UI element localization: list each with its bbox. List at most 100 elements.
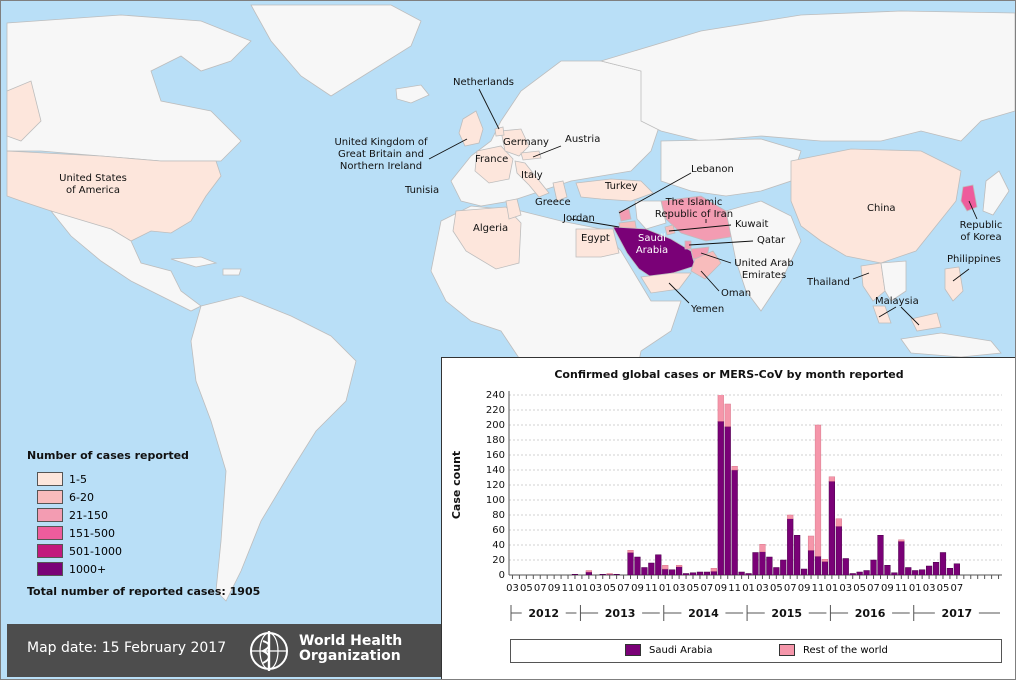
bar-saudi-arabia xyxy=(912,570,919,575)
bar-saudi-arabia xyxy=(717,421,724,575)
label-netherlands: Netherlands xyxy=(453,77,514,88)
bar-saudi-arabia xyxy=(738,571,745,575)
label-korea: Republic of Korea xyxy=(959,220,1003,243)
bar-saudi-arabia xyxy=(585,571,592,575)
bar-rest-of-world xyxy=(807,535,815,551)
bar-saudi-arabia xyxy=(634,556,641,575)
x-tick-label: 05 xyxy=(770,583,783,594)
country-kuwait xyxy=(664,224,676,236)
legend-swatch xyxy=(37,472,63,486)
bar-saudi-arabia xyxy=(724,426,731,575)
x-tick-label: 05 xyxy=(937,583,950,594)
leader-korea xyxy=(968,200,978,220)
region-indonesia xyxy=(900,332,1002,358)
bar-saudi-arabia xyxy=(703,571,710,575)
chart-legend-swatch-saudi xyxy=(625,644,641,656)
legend-item: 21-150 xyxy=(37,506,327,524)
x-tick-label: 07 xyxy=(534,583,547,594)
chart-title: Confirmed global cases or MERS-CoV by mo… xyxy=(554,368,904,381)
x-tick-label: 11 xyxy=(812,583,825,594)
chart-legend-label-rest: Rest of the world xyxy=(803,644,888,656)
leader-uk xyxy=(428,138,468,160)
bar-saudi-arabia xyxy=(842,558,849,575)
country-uk xyxy=(458,110,484,147)
label-italy: Italy xyxy=(521,170,543,181)
label-oman: Oman xyxy=(721,288,752,299)
bar-saudi-arabia xyxy=(745,573,752,575)
who-line-1: World Health xyxy=(299,633,403,649)
country-japan xyxy=(982,170,1010,216)
leader-kuwait xyxy=(668,224,732,232)
bar-saudi-arabia xyxy=(676,566,683,575)
legend-label: 1000+ xyxy=(69,562,107,576)
leader-malaysia-east xyxy=(900,306,920,326)
year-label: 2017 xyxy=(942,607,973,620)
x-tick-label: 05 xyxy=(687,583,700,594)
who-wordmark: World Health Organization xyxy=(299,634,402,664)
label-egypt: Egypt xyxy=(581,233,610,244)
x-tick-label: 03 xyxy=(923,583,936,594)
legend-swatch xyxy=(37,562,63,576)
x-tick-label: 05 xyxy=(520,583,533,594)
region-indochina xyxy=(880,260,907,302)
bar-rest-of-world xyxy=(835,518,842,527)
bar-saudi-arabia xyxy=(884,565,891,575)
label-germany: Germany xyxy=(503,137,549,148)
bar-rest-of-world xyxy=(710,568,717,572)
label-lebanon: Lebanon xyxy=(691,164,734,175)
leader-malaysia-west xyxy=(878,306,897,318)
label-kuwait: Kuwait xyxy=(735,219,769,230)
bar-saudi-arabia xyxy=(905,567,912,575)
bar-saudi-arabia xyxy=(773,567,780,575)
chart-legend: Saudi Arabia Rest of the world xyxy=(510,639,1002,663)
leader-yemen xyxy=(668,282,690,304)
country-turkey xyxy=(575,178,654,202)
y-tick-label: 100 xyxy=(486,495,505,506)
label-austria: Austria xyxy=(565,134,601,145)
caribbean-islands xyxy=(170,256,242,276)
bar-rest-of-world xyxy=(627,550,634,553)
x-tick-label: 09 xyxy=(631,583,644,594)
label-greece: Greece xyxy=(535,197,571,208)
x-tick-label: 01 xyxy=(909,583,922,594)
legend-label: 6-20 xyxy=(69,490,94,504)
label-uk: United Kingdom of Great Britain and Nort… xyxy=(334,137,428,172)
country-iceland xyxy=(395,84,430,104)
leader-lebanon xyxy=(618,172,692,214)
label-algeria: Algeria xyxy=(473,223,509,234)
bar-saudi-arabia xyxy=(870,559,877,575)
leader-oman xyxy=(700,270,720,292)
country-thailand xyxy=(860,262,886,302)
x-tick-label: 05 xyxy=(603,583,616,594)
label-usa: United States of America xyxy=(59,173,127,196)
bar-rest-of-world xyxy=(662,565,669,570)
y-tick-label: 0 xyxy=(499,570,505,581)
country-germany xyxy=(500,128,530,157)
year-label: 2016 xyxy=(855,607,886,620)
bar-rest-of-world xyxy=(606,573,613,575)
x-tick-label: 07 xyxy=(950,583,963,594)
bar-rest-of-world xyxy=(821,559,829,562)
x-tick-label: 01 xyxy=(742,583,755,594)
country-usa xyxy=(6,150,222,242)
bar-saudi-arabia xyxy=(787,518,794,575)
leader-qatar xyxy=(688,240,754,246)
bar-saudi-arabia xyxy=(898,541,905,575)
bar-saudi-arabia xyxy=(856,571,863,575)
legend-swatch xyxy=(37,508,63,522)
legend-label: 151-500 xyxy=(69,526,115,540)
x-tick-label: 03 xyxy=(839,583,852,594)
bar-saudi-arabia xyxy=(835,526,842,575)
legend-swatch xyxy=(37,490,63,504)
chart-legend-item: Saudi Arabia xyxy=(625,644,712,656)
continent-south-america xyxy=(190,295,357,602)
leader-philippines xyxy=(952,268,970,282)
bar-saudi-arabia xyxy=(780,559,787,575)
bar-saudi-arabia xyxy=(814,556,822,575)
country-egypt xyxy=(575,228,620,258)
year-label: 2012 xyxy=(528,607,559,620)
x-tick-label: 07 xyxy=(867,583,880,594)
bar-saudi-arabia xyxy=(863,570,870,575)
y-tick-label: 20 xyxy=(492,555,505,566)
bar-saudi-arabia xyxy=(613,574,620,575)
